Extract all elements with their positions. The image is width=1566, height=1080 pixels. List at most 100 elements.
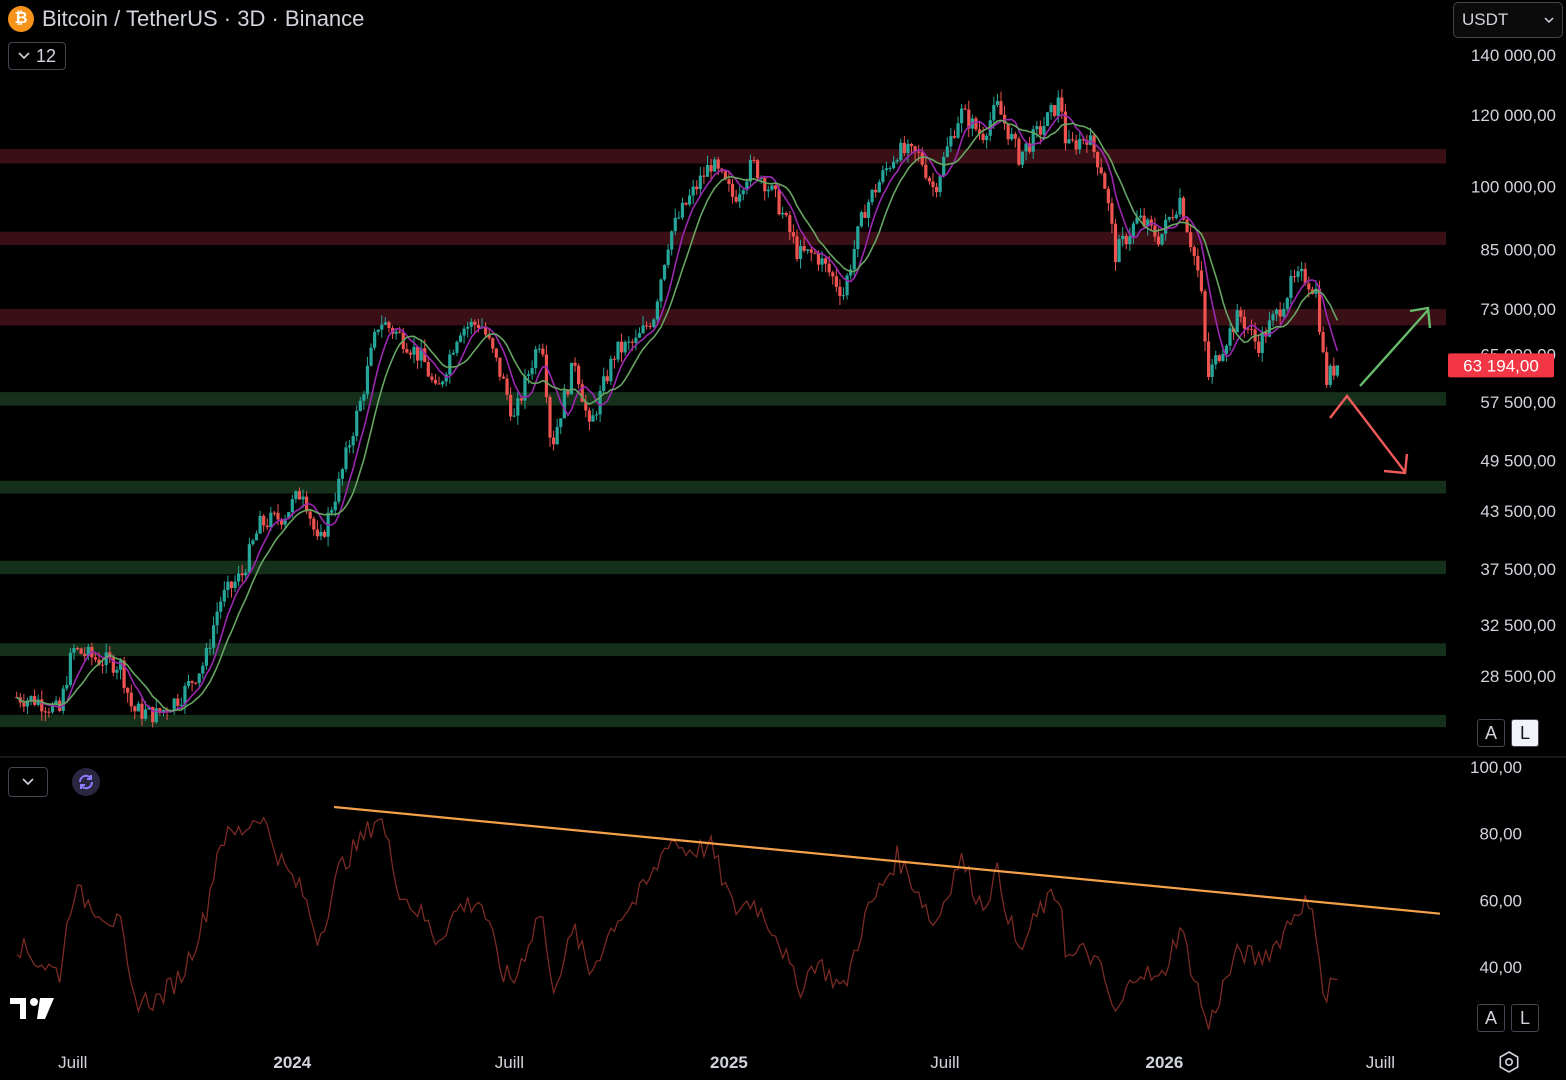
support-zone	[0, 714, 1446, 728]
candle-body	[351, 436, 355, 446]
candle	[1300, 261, 1304, 281]
tradingview-logo-icon[interactable]	[10, 995, 58, 1021]
candle-body	[1264, 331, 1268, 337]
candle	[909, 142, 914, 154]
candle-body	[240, 573, 244, 576]
candle	[713, 156, 717, 173]
candle-body	[75, 648, 80, 650]
settings-gear-icon[interactable]	[1497, 1050, 1521, 1074]
candle	[1063, 103, 1068, 151]
candle-body	[938, 175, 942, 193]
currency-select[interactable]: USDT	[1453, 2, 1563, 38]
candle-body	[509, 394, 513, 417]
candle-body	[1070, 139, 1075, 141]
candle-body	[505, 378, 509, 395]
candle	[1013, 131, 1017, 148]
candle-body	[319, 531, 323, 537]
candle-body	[501, 376, 506, 379]
candle	[219, 596, 223, 619]
candle	[247, 537, 251, 575]
candle	[326, 507, 330, 547]
refresh-icon[interactable]	[72, 768, 100, 796]
candle-body	[441, 381, 445, 385]
candle	[426, 356, 430, 378]
candle	[1199, 261, 1204, 294]
candle	[441, 380, 445, 388]
rsi-auto-scale-button[interactable]: A	[1477, 1004, 1505, 1032]
candle	[981, 126, 985, 144]
candle-body	[759, 177, 763, 179]
candle-body	[927, 177, 932, 182]
time-tick-label: 2024	[273, 1053, 311, 1072]
candle	[483, 322, 488, 337]
candle-body	[956, 123, 960, 138]
candle-body	[301, 496, 305, 500]
candle	[888, 165, 892, 172]
candle-body	[777, 189, 781, 215]
candle-body	[394, 331, 398, 334]
candle-body	[483, 326, 488, 335]
ma-slow-line	[16, 119, 1339, 712]
candle-body	[687, 195, 692, 205]
candle-body	[526, 374, 531, 376]
candle-body	[852, 249, 856, 270]
candle	[494, 347, 498, 362]
candle	[430, 372, 434, 383]
candle-body	[784, 212, 788, 216]
candle-body	[788, 215, 792, 233]
candle-body	[1067, 139, 1071, 144]
candle	[695, 180, 699, 195]
candle-body	[308, 511, 312, 519]
candle-body	[781, 212, 785, 215]
symbol-title[interactable]: Bitcoin / TetherUS · 3D · Binance	[42, 6, 365, 31]
indicator-legend-toggle[interactable]: 12	[8, 42, 66, 70]
indicator-count: 12	[35, 45, 57, 66]
rsi-log-scale-button[interactable]: L	[1511, 1004, 1539, 1032]
candle	[548, 394, 552, 447]
candle-body	[738, 194, 742, 202]
candle	[1278, 302, 1282, 324]
candle-body	[494, 348, 498, 358]
log-scale-button[interactable]: L	[1511, 719, 1539, 747]
candle-body	[358, 400, 362, 411]
candle-body	[1171, 217, 1175, 219]
candle-body	[845, 275, 849, 296]
candle	[594, 411, 599, 421]
candle	[126, 687, 130, 703]
candle	[40, 690, 44, 721]
candle	[226, 575, 230, 599]
candle	[473, 319, 477, 333]
candle	[662, 264, 667, 282]
candle	[641, 315, 645, 335]
candle-body	[831, 272, 835, 277]
candle-body	[283, 518, 287, 525]
candle	[1328, 363, 1332, 388]
candle-body	[1321, 332, 1325, 353]
candle	[1296, 265, 1300, 283]
candle	[1053, 104, 1057, 118]
candle	[687, 189, 692, 207]
collapse-pane-button[interactable]	[8, 767, 48, 797]
candle-body	[458, 335, 463, 342]
candle-body	[1013, 133, 1017, 139]
candle	[1117, 234, 1121, 263]
candle-body	[1314, 288, 1318, 294]
candle-body	[1292, 276, 1297, 278]
candle	[781, 206, 785, 219]
candle	[609, 355, 613, 385]
candle	[684, 202, 688, 206]
candle	[809, 246, 813, 262]
candle	[698, 166, 702, 197]
candle	[79, 647, 83, 655]
candle	[591, 408, 595, 422]
last-price-group: 63 194,00	[1448, 353, 1554, 378]
candle	[924, 156, 928, 181]
candle	[365, 356, 370, 399]
candle-body	[498, 357, 502, 377]
auto-scale-button[interactable]: A	[1477, 719, 1505, 747]
candle	[211, 616, 216, 655]
candle-body	[1260, 331, 1264, 353]
candle	[258, 510, 262, 534]
candle	[1081, 138, 1085, 145]
